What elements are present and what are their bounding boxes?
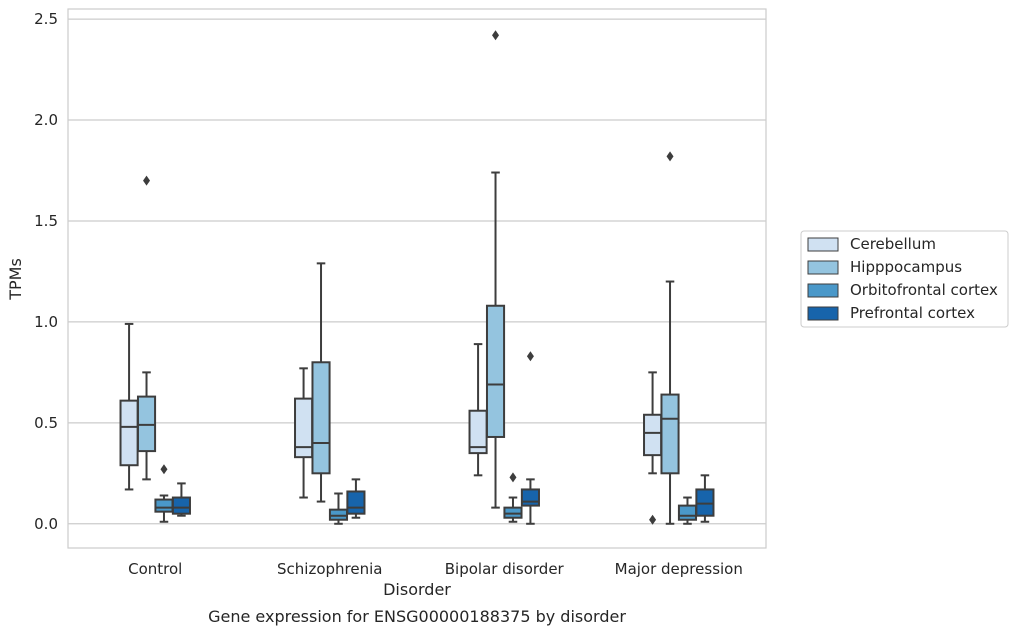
y-tick-label: 1.0: [34, 313, 58, 331]
legend-item: Cerebellum: [807, 235, 936, 253]
x-tick-label: Major depression: [615, 560, 743, 578]
box-group: [695, 474, 715, 523]
outlier-point: [160, 464, 168, 475]
legend-swatch: [807, 283, 839, 298]
box-group: [154, 464, 174, 523]
box: [154, 498, 174, 513]
legend-label: Cerebellum: [850, 235, 936, 253]
y-tick-label: 0.5: [34, 414, 58, 432]
y-axis-ticks: 0.0 0.5 1.0 1.5 2.0 2.5: [34, 10, 58, 533]
legend-item: Prefrontal cortex: [807, 304, 975, 322]
legend-swatch: [807, 260, 839, 275]
outlier-point: [666, 151, 674, 162]
box-group: [485, 30, 506, 509]
outlier-point: [492, 30, 500, 41]
box-group: [643, 371, 663, 525]
outlier-point: [526, 351, 534, 362]
legend-item: Hipppocampus: [807, 258, 962, 276]
box-group: [171, 482, 191, 517]
x-axis-ticks: Control Schizophrenia Bipolar disorder Majo…: [128, 560, 743, 578]
box: [643, 413, 663, 457]
box: [294, 397, 314, 459]
series-hipppocampus: [136, 30, 680, 525]
box-group: [311, 262, 331, 503]
legend-swatch: [807, 306, 839, 321]
legend-label: Orbitofrontal cortex: [850, 281, 998, 299]
x-axis-label: Disorder: [383, 580, 451, 599]
box-group: [660, 151, 680, 525]
box: [485, 304, 506, 438]
box: [660, 393, 680, 475]
box: [346, 490, 366, 515]
legend-label: Hipppocampus: [850, 258, 962, 276]
legend-label: Prefrontal cortex: [850, 304, 975, 322]
legend-items: Cerebellum Hipppocampus Orbitofrontal cort…: [807, 235, 998, 322]
x-tick-label: Schizophrenia: [277, 560, 382, 578]
box-group: [503, 472, 523, 523]
y-tick-label: 2.5: [34, 10, 58, 28]
box: [136, 395, 157, 453]
legend-swatch: [807, 237, 839, 252]
box: [328, 508, 349, 521]
y-axis-label: TPMs: [6, 258, 25, 301]
y-tick-label: 2.0: [34, 111, 58, 129]
box: [171, 496, 191, 515]
box-group: [328, 492, 349, 525]
outlier-point: [649, 514, 657, 525]
box: [520, 488, 540, 507]
box-series: [119, 30, 715, 525]
box: [503, 506, 523, 519]
box: [311, 361, 331, 475]
series-prefrontal-cortex: [171, 351, 715, 525]
box: [695, 488, 715, 517]
outlier-point: [143, 175, 151, 186]
box: [119, 399, 139, 467]
chart-caption: Gene expression for ENSG00000188375 by d…: [208, 607, 626, 626]
x-tick-label: Bipolar disorder: [445, 560, 565, 578]
box-group: [346, 478, 366, 519]
legend: Cerebellum Hipppocampus Orbitofrontal cort…: [800, 230, 1009, 328]
x-tick-label: Control: [128, 560, 182, 578]
box-group: [520, 351, 540, 525]
outlier-point: [509, 472, 517, 483]
y-tick-label: 0.0: [34, 515, 58, 533]
box: [677, 504, 698, 521]
plot-area: [67, 8, 767, 549]
y-tick-label: 1.5: [34, 212, 58, 230]
legend-item: Orbitofrontal cortex: [807, 281, 998, 299]
box-group: [136, 175, 157, 481]
series-orbitofrontal-cortex: [154, 464, 698, 525]
legend-frame: [800, 230, 1009, 328]
